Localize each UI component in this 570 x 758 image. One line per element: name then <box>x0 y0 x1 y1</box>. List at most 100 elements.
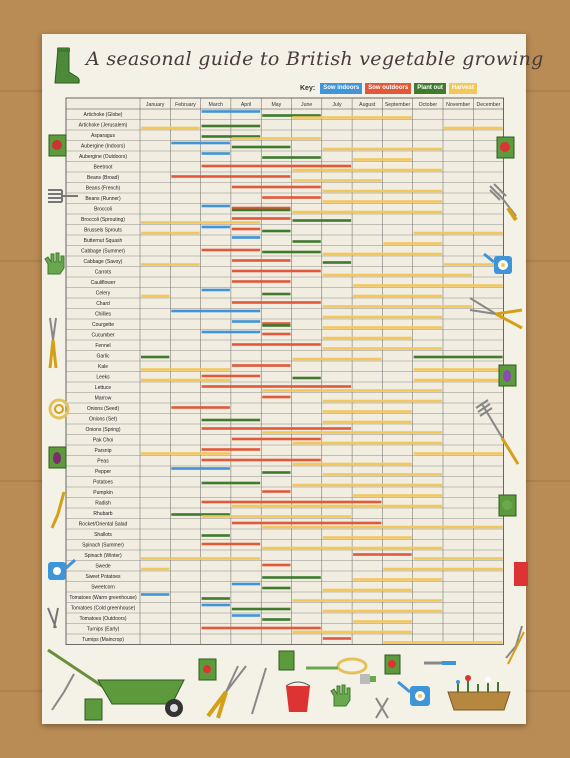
activity-bar-harvest <box>292 599 442 602</box>
pruning-shears-icon <box>47 607 59 629</box>
activity-bar-plant-out <box>141 355 170 359</box>
vegetable-name: Chillies <box>95 312 112 318</box>
activity-bar-harvest <box>322 315 442 319</box>
activity-bar-sow-outdoors <box>262 322 291 325</box>
activity-bar-plant-out <box>262 250 321 254</box>
activity-bar-sow-outdoors <box>231 343 321 346</box>
vegetable-name: Pak Choi <box>93 438 113 444</box>
bucket-icon <box>514 562 528 586</box>
vegetable-name: Artichoke (Globe) <box>84 112 123 118</box>
activity-bar-sow-indoors <box>201 110 261 113</box>
trowel-icon <box>505 625 523 659</box>
activity-bar-harvest <box>353 578 442 581</box>
activity-bar-harvest <box>141 368 230 371</box>
activity-bar-sow-outdoors <box>231 521 382 525</box>
activity-bar-plant-out <box>171 513 230 516</box>
month-header: January <box>146 102 165 108</box>
activity-bar-sow-outdoors <box>201 248 261 252</box>
seed-packet-icon <box>498 494 517 517</box>
gardening-gloves-icon <box>330 684 351 707</box>
activity-bar-sow-outdoors <box>353 553 412 556</box>
vegetable-name: Cucumber <box>91 333 114 339</box>
activity-bar-sow-outdoors <box>201 427 352 430</box>
month-header: November <box>446 102 470 108</box>
activity-bar-harvest <box>141 557 261 560</box>
activity-bar-harvest <box>353 294 442 298</box>
activity-bar-harvest <box>322 473 442 476</box>
activity-bar-sow-outdoors <box>231 206 291 210</box>
activity-bar-plant-out <box>262 576 321 579</box>
activity-bar-sow-outdoors <box>262 196 321 199</box>
activity-bar-plant-out <box>201 124 261 128</box>
activity-bar-sow-outdoors <box>201 448 261 451</box>
activity-bar-sow-indoors <box>231 320 261 323</box>
activity-bar-sow-indoors <box>171 141 230 145</box>
vegetable-name: Celery <box>96 291 111 297</box>
activity-bar-sow-outdoors <box>231 259 291 262</box>
gardening-gloves-icon <box>44 252 65 275</box>
month-header: July <box>332 102 342 108</box>
pruning-shears-icon <box>375 697 389 719</box>
activity-bar-sow-indoors <box>201 330 261 334</box>
legend-label: Key: <box>300 85 316 92</box>
activity-bar-plant-out <box>262 292 291 296</box>
activity-bar-plant-out <box>231 607 291 611</box>
seed-packet-icon <box>384 654 401 675</box>
chart-frame <box>65 97 505 645</box>
activity-bar-plant-out <box>201 135 261 138</box>
activity-bar-harvest <box>262 431 442 434</box>
growing-guide-poster: A seasonal guide to British vegetable gr… <box>42 34 544 724</box>
seed-packet-icon <box>84 698 103 721</box>
activity-bar-sow-outdoors <box>231 301 321 304</box>
seed-packet-icon <box>498 364 517 387</box>
vegetable-name: Beans (Broad) <box>87 175 120 181</box>
vegetable-name: Beans (Runner) <box>85 196 121 202</box>
vegetable-name: Tomatoes (Warm greenhouse) <box>69 595 137 601</box>
activity-bar-sow-indoors <box>171 309 261 313</box>
vegetable-name: Rhubarb <box>93 511 112 517</box>
poster-title: A seasonal guide to British vegetable gr… <box>86 48 544 70</box>
vegetable-name: Lettuce <box>95 385 112 391</box>
activity-bar-harvest <box>262 546 442 550</box>
month-header: March <box>209 102 224 108</box>
activity-bar-plant-out <box>262 229 291 233</box>
activity-bar-harvest <box>444 126 503 130</box>
vegetable-name: Onions (Spring) <box>85 427 120 433</box>
vegetable-name: Broccoli (Sprouting) <box>81 217 125 223</box>
activity-bar-harvest <box>141 263 200 266</box>
month-header: December <box>476 102 500 108</box>
seed-packet-icon <box>278 650 295 671</box>
vegetable-name: Broccoli <box>94 207 112 213</box>
activity-bar-sow-outdoors <box>231 269 321 273</box>
activity-bar-sow-outdoors <box>201 385 352 388</box>
activity-bar-harvest <box>353 620 412 623</box>
activity-bar-harvest <box>413 231 503 235</box>
trowel-icon <box>50 491 66 529</box>
vegetable-name: Turnips (Maincrop) <box>82 637 124 643</box>
activity-bar-sow-outdoors <box>262 563 291 567</box>
legend-harvest: Harvest <box>448 83 477 94</box>
vegetable-name: Onions (Seed) <box>87 406 120 412</box>
watering-can-icon <box>48 558 76 580</box>
vegetable-name: Swede <box>95 564 111 570</box>
pruning-shears-icon <box>469 297 523 330</box>
vegetable-name: Spinach (Summer) <box>82 543 124 549</box>
activity-bar-sow-outdoors <box>231 364 291 367</box>
activity-bar-sow-indoors <box>201 288 230 292</box>
activity-bar-harvest <box>322 147 442 151</box>
vegetable-name: Cabbage (Savoy) <box>84 259 123 265</box>
activity-bar-harvest <box>322 305 473 308</box>
activity-bar-plant-out <box>262 324 291 327</box>
activity-bar-sow-indoors <box>201 225 230 229</box>
vegetable-name: Kale <box>98 364 108 370</box>
activity-bar-harvest <box>322 189 442 193</box>
activity-bar-plant-out <box>262 156 321 159</box>
activity-bar-sow-outdoors <box>262 395 291 399</box>
activity-bar-harvest <box>353 494 442 497</box>
activity-bar-harvest <box>292 483 442 487</box>
activity-bar-sow-indoors <box>201 204 230 208</box>
activity-bar-harvest <box>292 210 442 214</box>
activity-bar-plant-out <box>292 240 321 243</box>
vegetable-name: Peas <box>97 459 109 465</box>
wheelbarrow-icon <box>47 648 185 717</box>
